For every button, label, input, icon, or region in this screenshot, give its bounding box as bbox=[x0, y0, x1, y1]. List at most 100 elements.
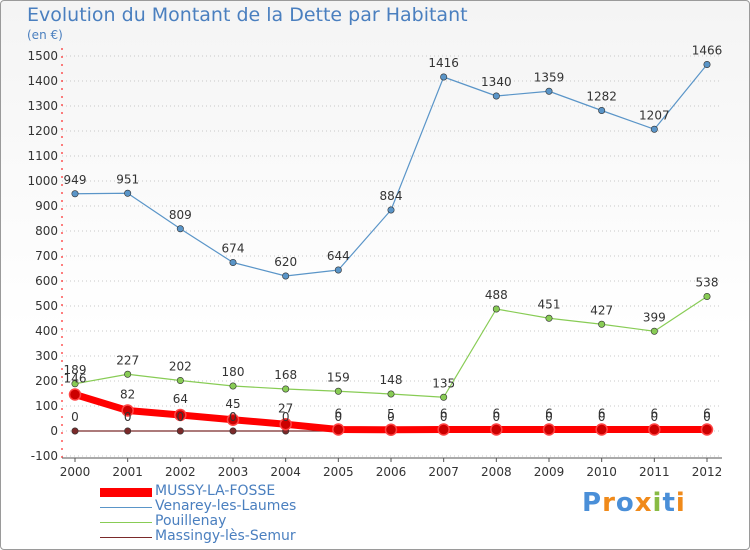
data-point bbox=[598, 320, 606, 328]
data-point bbox=[282, 272, 290, 280]
data-label: 180 bbox=[222, 365, 245, 379]
data-label: 427 bbox=[590, 303, 613, 317]
data-label: 1207 bbox=[639, 108, 670, 122]
logo-letter: x bbox=[634, 488, 653, 518]
x-tick-label: 2012 bbox=[692, 465, 723, 479]
data-label: 6 bbox=[493, 407, 501, 421]
data-label: 0 bbox=[493, 410, 501, 424]
data-label: 135 bbox=[432, 376, 455, 390]
chart-title: Evolution du Montant de la Dette par Hab… bbox=[27, 4, 468, 26]
y-tick-label: 500 bbox=[35, 299, 58, 313]
data-label: 399 bbox=[643, 310, 666, 324]
data-label: 227 bbox=[116, 353, 139, 367]
data-label: 0 bbox=[229, 410, 237, 424]
data-label: 1359 bbox=[534, 70, 565, 84]
data-point bbox=[124, 427, 132, 435]
legend-swatch-pouillenay bbox=[100, 522, 152, 523]
data-point bbox=[229, 258, 237, 266]
data-point bbox=[440, 73, 448, 81]
data-label: 0 bbox=[71, 410, 79, 424]
data-point bbox=[71, 190, 79, 198]
data-point bbox=[545, 314, 553, 322]
data-label: 949 bbox=[64, 173, 87, 187]
data-label: 146 bbox=[64, 372, 87, 386]
data-point bbox=[71, 380, 79, 388]
data-point bbox=[703, 60, 711, 68]
data-label: 951 bbox=[116, 172, 139, 186]
x-tick-label: 2004 bbox=[270, 465, 301, 479]
data-point bbox=[598, 107, 606, 115]
data-label: 6 bbox=[598, 407, 606, 421]
data-point bbox=[492, 92, 500, 100]
y-tick-label: 1100 bbox=[27, 149, 58, 163]
data-label: 27 bbox=[278, 401, 293, 415]
data-label: 1340 bbox=[481, 75, 512, 89]
data-label: 6 bbox=[335, 407, 343, 421]
x-tick-label: 2005 bbox=[323, 465, 354, 479]
data-label: 159 bbox=[327, 370, 350, 384]
data-label: 644 bbox=[327, 249, 350, 263]
y-tick-label: -100 bbox=[31, 449, 58, 463]
data-point bbox=[334, 266, 342, 274]
data-point bbox=[542, 423, 556, 436]
data-point bbox=[71, 427, 79, 435]
data-point bbox=[229, 382, 237, 390]
x-tick-label: 2000 bbox=[60, 465, 91, 479]
data-label: 168 bbox=[274, 368, 297, 382]
data-label: 6 bbox=[440, 407, 448, 421]
data-label: 0 bbox=[440, 410, 448, 424]
data-label: 0 bbox=[282, 410, 290, 424]
proxiti-logo: Proxiti bbox=[582, 488, 686, 518]
data-point bbox=[387, 206, 395, 214]
data-point bbox=[279, 418, 292, 431]
logo-letter: r bbox=[602, 488, 616, 518]
logo-letter: P bbox=[582, 488, 603, 518]
data-label: 884 bbox=[380, 189, 403, 203]
logo-letter: t bbox=[662, 488, 676, 518]
data-label: 0 bbox=[177, 410, 185, 424]
y-tick-label: 1200 bbox=[27, 124, 58, 138]
data-label: 0 bbox=[124, 410, 132, 424]
y-tick-label: 1300 bbox=[27, 99, 58, 113]
data-label: 6 bbox=[545, 407, 553, 421]
data-point bbox=[282, 385, 290, 393]
y-tick-label: 100 bbox=[35, 399, 58, 413]
data-label: 538 bbox=[696, 276, 719, 290]
data-label: 5 bbox=[387, 407, 395, 421]
data-label: 620 bbox=[274, 255, 297, 269]
logo-letter: i bbox=[675, 488, 686, 518]
data-point bbox=[595, 423, 608, 436]
data-point bbox=[229, 427, 237, 435]
data-label: 1466 bbox=[692, 44, 723, 58]
data-point bbox=[650, 327, 658, 335]
y-tick-label: 700 bbox=[35, 249, 58, 263]
data-label: 0 bbox=[598, 410, 606, 424]
chart-subtitle: (en €) bbox=[27, 28, 63, 42]
legend-label-venarey: Venarey-les-Laumes bbox=[155, 498, 297, 514]
data-label: 0 bbox=[335, 410, 343, 424]
legend-label-mussy: MUSSY-LA-FOSSE bbox=[155, 483, 276, 499]
data-point bbox=[176, 376, 184, 384]
x-tick-label: 2006 bbox=[376, 465, 407, 479]
x-tick-label: 2010 bbox=[586, 465, 617, 479]
x-tick-label: 2009 bbox=[534, 465, 565, 479]
y-tick-label: 1500 bbox=[27, 49, 58, 63]
data-label: 0 bbox=[387, 410, 395, 424]
data-point bbox=[387, 390, 395, 398]
data-label: 148 bbox=[380, 373, 403, 387]
data-label: 674 bbox=[222, 242, 245, 256]
data-point bbox=[437, 423, 450, 436]
legend-swatch-massingy bbox=[100, 537, 152, 538]
data-point bbox=[124, 189, 132, 197]
y-tick-label: 600 bbox=[35, 274, 58, 288]
data-point bbox=[650, 125, 658, 133]
data-label: 1282 bbox=[586, 90, 617, 104]
data-label: 0 bbox=[651, 410, 659, 424]
data-label: 488 bbox=[485, 288, 508, 302]
y-tick-label: 400 bbox=[35, 324, 58, 338]
data-point bbox=[703, 292, 711, 300]
data-label: 82 bbox=[120, 388, 135, 402]
x-tick-label: 2001 bbox=[112, 465, 143, 479]
data-point bbox=[648, 423, 661, 436]
